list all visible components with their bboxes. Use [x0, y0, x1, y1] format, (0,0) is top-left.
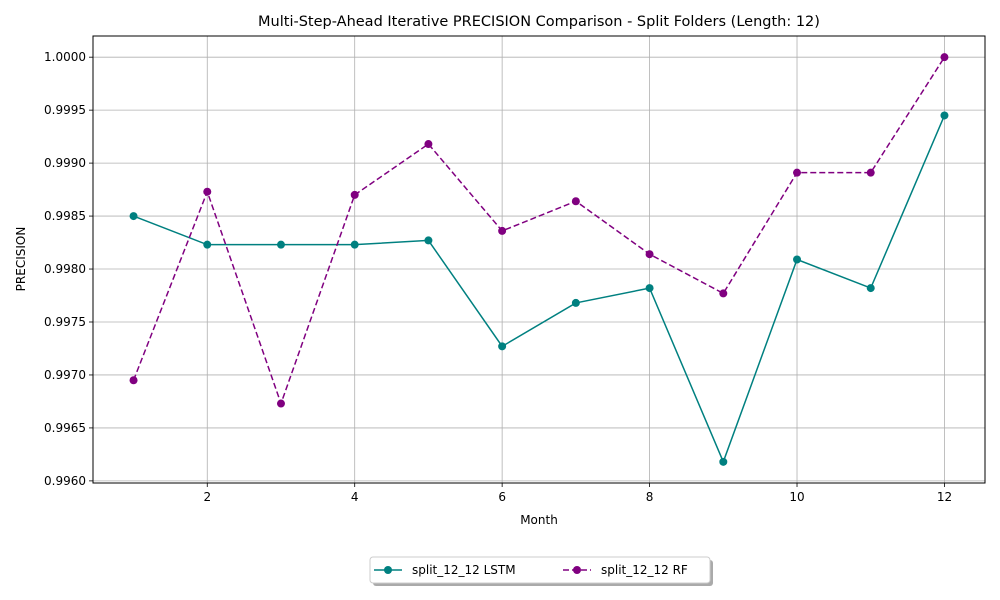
- y-tick-label: 0.9970: [44, 368, 86, 382]
- series-1-point: [129, 212, 138, 221]
- y-axis-label: PRECISION: [14, 227, 28, 292]
- chart-title: Multi-Step-Ahead Iterative PRECISION Com…: [258, 14, 820, 30]
- series-1-point: [940, 111, 949, 120]
- series-1-point: [350, 240, 359, 249]
- grid-lines: [93, 36, 985, 483]
- legend-marker-2: [573, 566, 581, 574]
- series-2-point: [129, 376, 138, 385]
- y-tick-label: 0.9960: [44, 474, 86, 488]
- series-1-point: [424, 236, 433, 245]
- x-axis-label: Month: [520, 513, 558, 527]
- legend: split_12_12 LSTM split_12_12 RF: [369, 556, 713, 586]
- series-line-2: [132, 56, 946, 406]
- y-tick-label: 0.9990: [44, 156, 86, 170]
- y-tick-label: 0.9995: [44, 103, 86, 117]
- axis-ticks: 2 4 6 8 10 12 0.9960 0.9965 0.9970 0.9975 0.9980 0.…: [44, 50, 952, 504]
- series-2-point: [793, 168, 802, 177]
- series-1-point: [645, 284, 654, 293]
- series-layer: [129, 53, 949, 466]
- y-tick-label: 0.9965: [44, 421, 86, 435]
- series-2-point: [203, 187, 212, 196]
- series-2-point: [645, 250, 654, 259]
- y-tick-label: 1.0000: [44, 50, 86, 64]
- y-tick-label: 0.9980: [44, 262, 86, 276]
- series-2-point: [350, 190, 359, 199]
- series-1-point: [203, 240, 212, 249]
- series-line-1: [133, 115, 946, 464]
- x-tick-label: 6: [498, 490, 506, 504]
- x-tick-label: 12: [937, 490, 952, 504]
- series-1-point: [276, 240, 285, 249]
- series-2-point: [866, 168, 875, 177]
- plot-area-frame: [92, 35, 986, 484]
- legend-marker-1: [384, 566, 392, 574]
- series-2-point: [498, 226, 507, 235]
- series-2-point: [276, 399, 285, 408]
- series-2-point: [424, 140, 433, 149]
- x-tick-label: 10: [789, 490, 804, 504]
- x-tick-label: 2: [203, 490, 211, 504]
- series-1-point: [498, 342, 507, 351]
- series-1-point: [866, 284, 875, 293]
- series-2-point: [719, 289, 728, 298]
- legend-label-2: split_12_12 RF: [601, 563, 688, 577]
- series-1-point: [793, 255, 802, 264]
- x-tick-label: 8: [646, 490, 654, 504]
- series-2-point: [571, 197, 580, 206]
- series-1-point: [571, 298, 580, 307]
- y-tick-label: 0.9975: [44, 315, 86, 329]
- x-tick-label: 4: [351, 490, 359, 504]
- series-2-point: [940, 53, 949, 62]
- legend-label-1: split_12_12 LSTM: [412, 563, 516, 577]
- series-1-point: [719, 457, 728, 466]
- y-tick-label: 0.9985: [44, 209, 86, 223]
- legend-box: [369, 556, 711, 584]
